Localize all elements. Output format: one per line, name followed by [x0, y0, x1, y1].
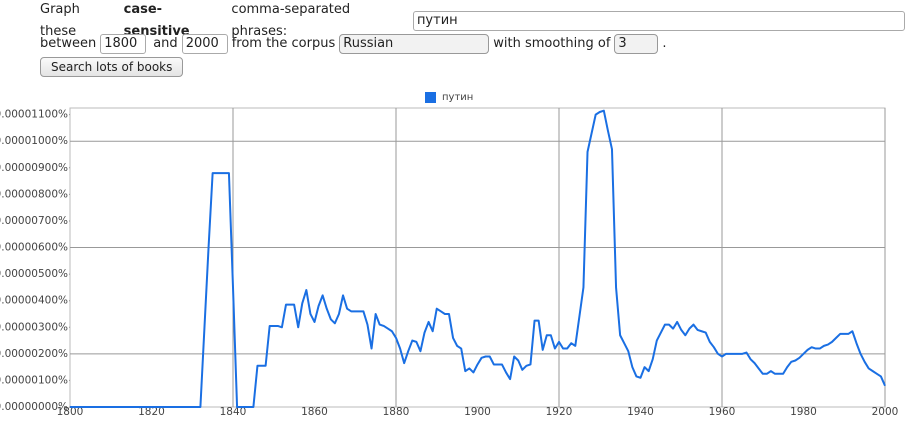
x-tick-label: 1980 [790, 406, 817, 418]
y-tick-label: 0.00000100% [0, 374, 68, 386]
search-button[interactable]: Search lots of books [40, 56, 184, 77]
y-tick-label: 0.00001000% [0, 135, 68, 147]
label: between [40, 35, 97, 51]
end-year-input[interactable]: 2000 [181, 33, 228, 54]
x-tick-label: 1880 [383, 406, 410, 418]
y-tick-label: 0.00000500% [0, 268, 68, 280]
query-form: Graph these case-sensitive comma-separat… [40, 2, 905, 78]
smoothing-select[interactable]: 3 [614, 33, 659, 54]
row: Graph these case-sensitive comma-separat… [40, 2, 905, 39]
phrase-input[interactable]: путин [412, 10, 905, 31]
x-tick-label: 1820 [138, 406, 165, 418]
y-tick-label: 0.00000900% [0, 162, 68, 174]
x-tick-label: 2000 [872, 406, 899, 418]
y-tick-label: 0.00000200% [0, 348, 68, 360]
series-line [70, 109, 886, 408]
y-tick-label: 0.00000300% [0, 321, 68, 333]
y-tick-label: 0.00001100% [0, 109, 68, 121]
label: with smoothing of [493, 35, 611, 51]
y-tick-label: 0.00000000% [0, 401, 68, 413]
label: Graph these [40, 1, 80, 39]
corpus-select[interactable]: Russian [339, 33, 490, 54]
x-tick-label: 1920 [546, 406, 573, 418]
y-tick-label: 0.00000600% [0, 242, 68, 254]
legend-label: путин [442, 92, 473, 103]
x-tick-label: 1960 [709, 406, 736, 418]
legend-swatch [425, 92, 436, 103]
y-tick-label: 0.00000700% [0, 215, 68, 227]
y-tick-label: 0.00000400% [0, 295, 68, 307]
x-tick-label: 1860 [301, 406, 328, 418]
label: comma-separated phrases: [231, 1, 351, 39]
start-year-input[interactable]: 1800 [100, 33, 147, 54]
plot-border [69, 107, 886, 408]
x-tick-label: 1900 [464, 406, 491, 418]
x-tick-label: 1940 [627, 406, 654, 418]
row: between 1800 and 2000 from the corpus Ru… [40, 32, 905, 55]
x-tick-label: 1800 [57, 406, 84, 418]
row: Search lots of books [40, 55, 905, 78]
label: and [153, 35, 178, 51]
label: . [662, 35, 667, 51]
x-tick-label: 1840 [220, 406, 247, 418]
y-tick-label: 0.00000800% [0, 188, 68, 200]
label: from the corpus [231, 35, 336, 51]
